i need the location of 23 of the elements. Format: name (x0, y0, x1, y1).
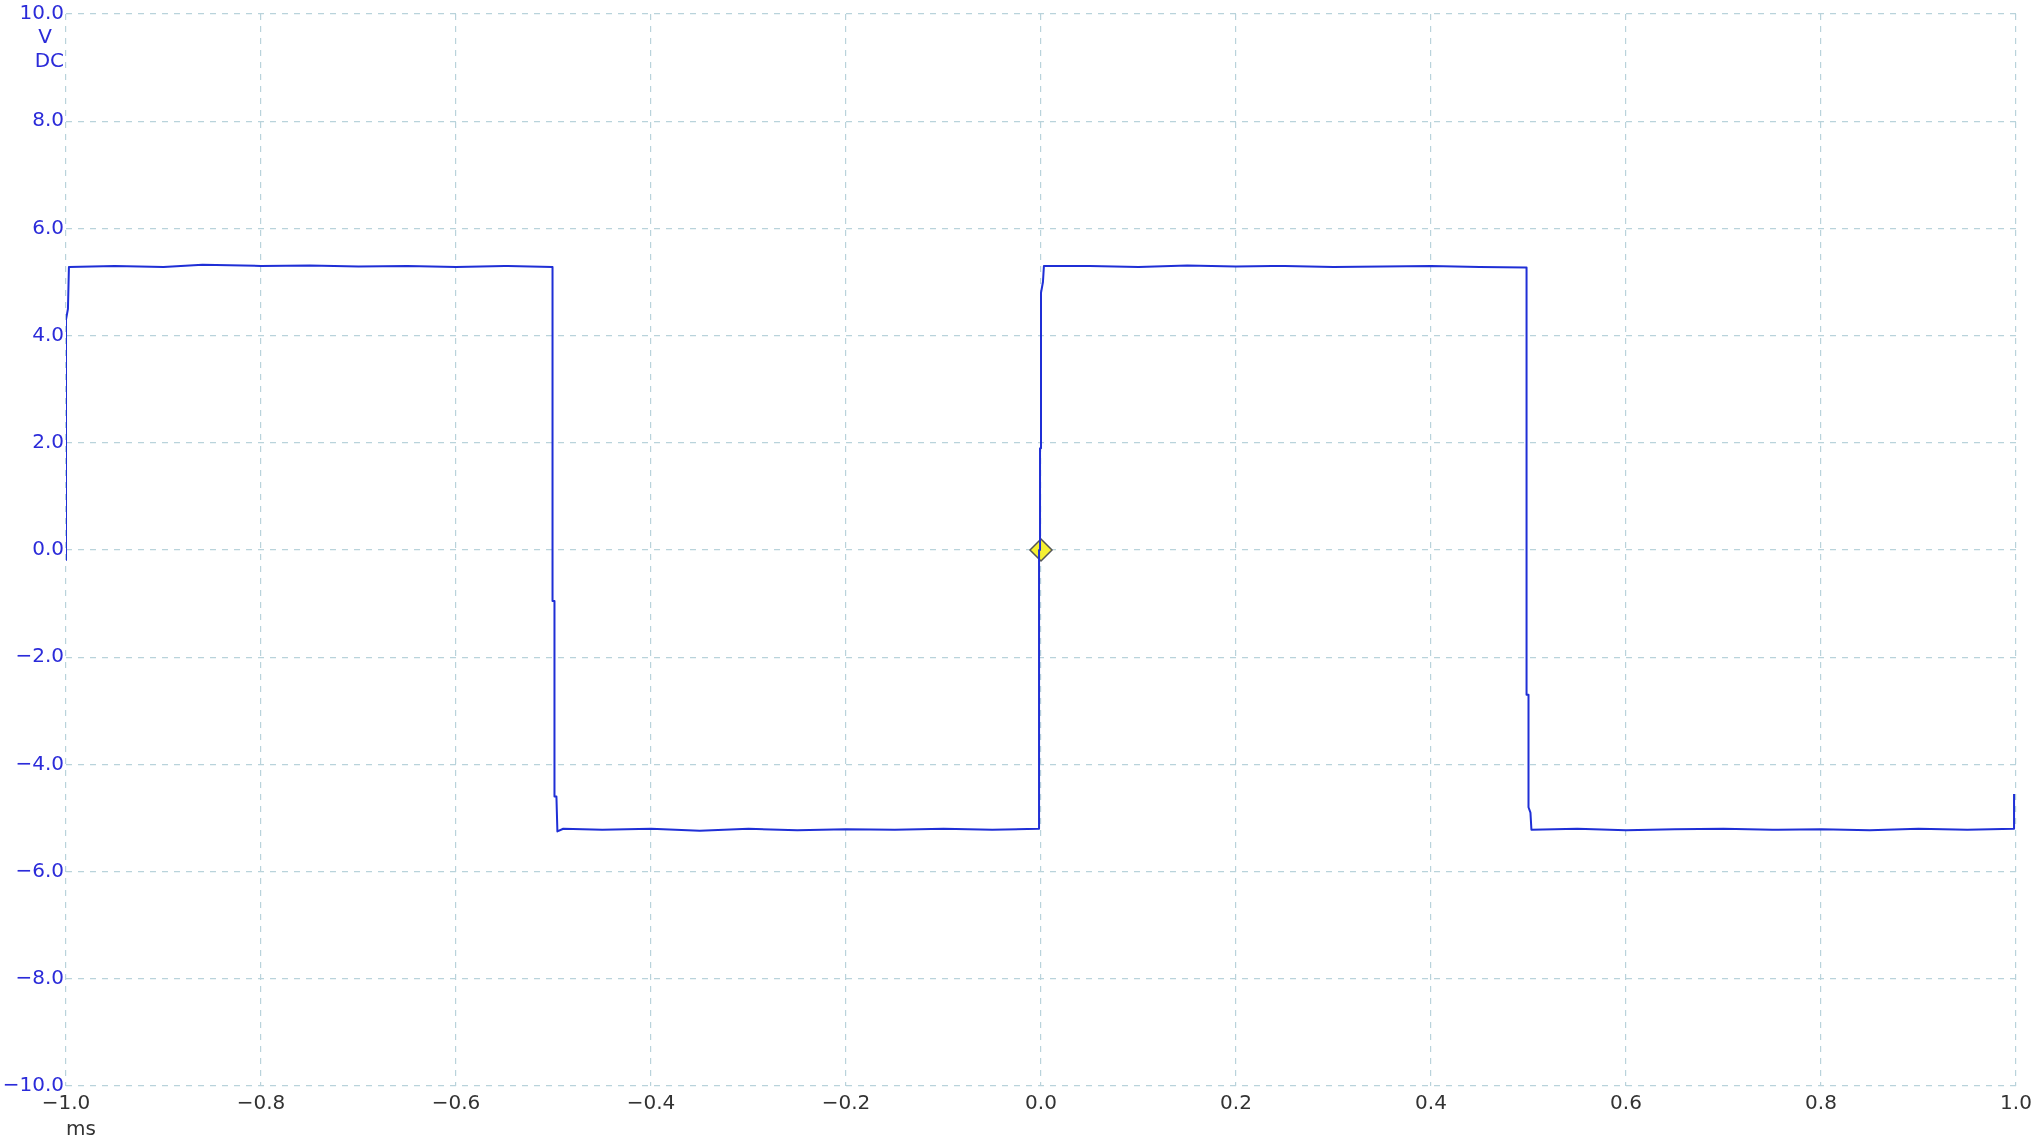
x-tick-label: −0.6 (431, 1090, 481, 1115)
y-axis-title: V DC (34, 24, 64, 73)
x-tick-label: −0.2 (821, 1090, 871, 1115)
x-tick-label: −0.4 (626, 1090, 676, 1115)
y-tick-label: 6.0 (32, 214, 64, 239)
x-tick-label: 0.2 (1220, 1090, 1252, 1115)
x-axis-title: ms (66, 1116, 96, 1140)
x-tick-label: 1.0 (2000, 1090, 2032, 1115)
x-tick-label: 0.6 (1610, 1090, 1642, 1115)
x-tick-label: 0.4 (1415, 1090, 1447, 1115)
x-tick-label: 0.8 (1805, 1090, 1837, 1115)
y-tick-label: −4.0 (15, 750, 64, 775)
y-tick-label: 8.0 (32, 107, 64, 132)
y-tick-label: −6.0 (15, 857, 64, 882)
x-tick-label: −1.0 (41, 1090, 91, 1115)
y-tick-label: 0.0 (32, 536, 64, 561)
y-tick-label: −8.0 (15, 965, 64, 989)
y-tick-label: 2.0 (32, 429, 64, 453)
y-tick-label: −2.0 (15, 643, 64, 668)
y-tick-label: 4.0 (32, 321, 64, 346)
x-tick-label: −0.8 (236, 1090, 286, 1115)
y-tick-label: 10.0 (19, 0, 64, 25)
x-tick-label: 0.0 (1025, 1090, 1057, 1115)
